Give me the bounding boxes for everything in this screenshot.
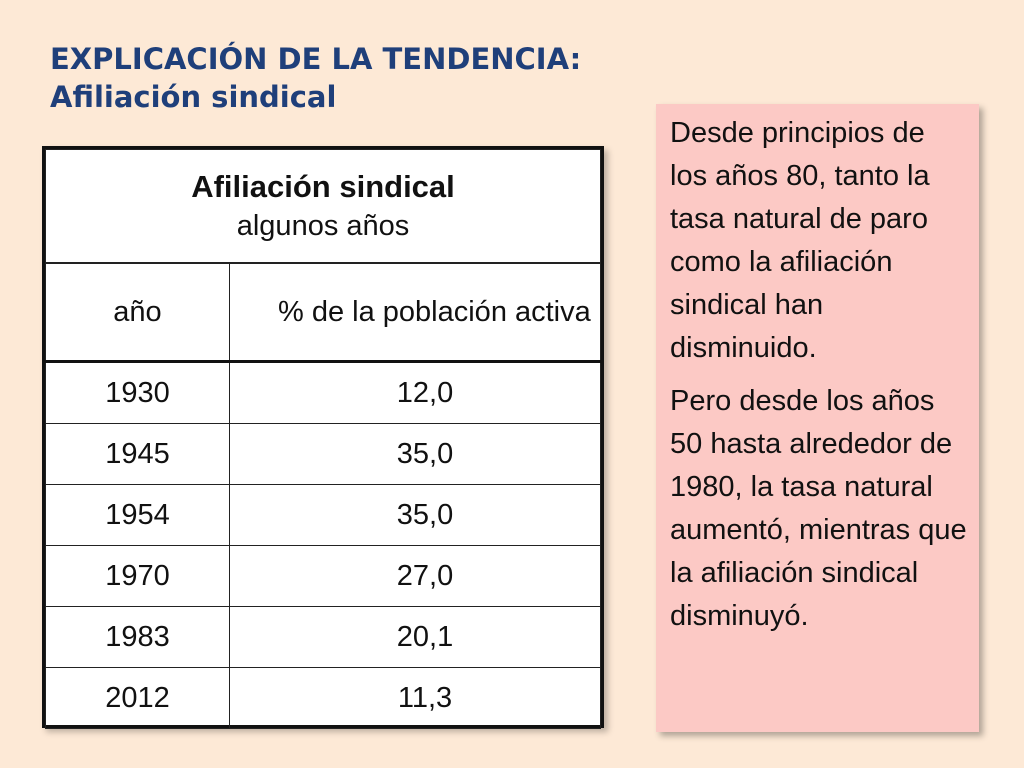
year-cell: 1983 (45, 606, 230, 668)
explanation-note: Desde principios de los años 80, tanto l… (656, 104, 979, 732)
table-caption: Afiliación sindical algunos años (45, 149, 601, 264)
year-cell: 1970 (45, 545, 230, 607)
year-cell: 1930 (45, 361, 230, 424)
table-row: 1983 20,1 (45, 606, 601, 668)
value-cell: 20,1 (229, 606, 601, 668)
value-cell: 35,0 (229, 484, 601, 546)
value-cell: 11,3 (229, 667, 601, 729)
table-row: 1930 12,0 (45, 361, 601, 424)
union-membership-table: Afiliación sindical algunos años año % d… (42, 146, 604, 729)
column-header-percentage: % de la población activa (229, 262, 601, 363)
table-row: 2012 11,3 (45, 667, 601, 729)
note-paragraph-1: Desde principios de los años 80, tanto l… (670, 117, 930, 364)
slide-title-line2: Afiliación sindical (50, 80, 337, 114)
year-cell: 2012 (45, 667, 230, 729)
column-header-year: año (45, 262, 230, 363)
table-row: 1945 35,0 (45, 423, 601, 485)
value-cell: 12,0 (229, 361, 601, 424)
table-caption-title: Afiliación sindical (191, 169, 455, 204)
year-cell: 1945 (45, 423, 230, 485)
table-row: 1954 35,0 (45, 484, 601, 546)
note-paragraph-2: Pero desde los años 50 hasta alrededor d… (670, 385, 967, 632)
slide-title: EXPLICACIÓN DE LA TENDENCIA: Afiliación … (50, 40, 581, 116)
value-cell: 27,0 (229, 545, 601, 607)
table-row: 1970 27,0 (45, 545, 601, 607)
value-cell: 35,0 (229, 423, 601, 485)
year-cell: 1954 (45, 484, 230, 546)
slide-title-line1: EXPLICACIÓN DE LA TENDENCIA: (50, 42, 582, 76)
table-caption-subtitle: algunos años (236, 210, 410, 242)
